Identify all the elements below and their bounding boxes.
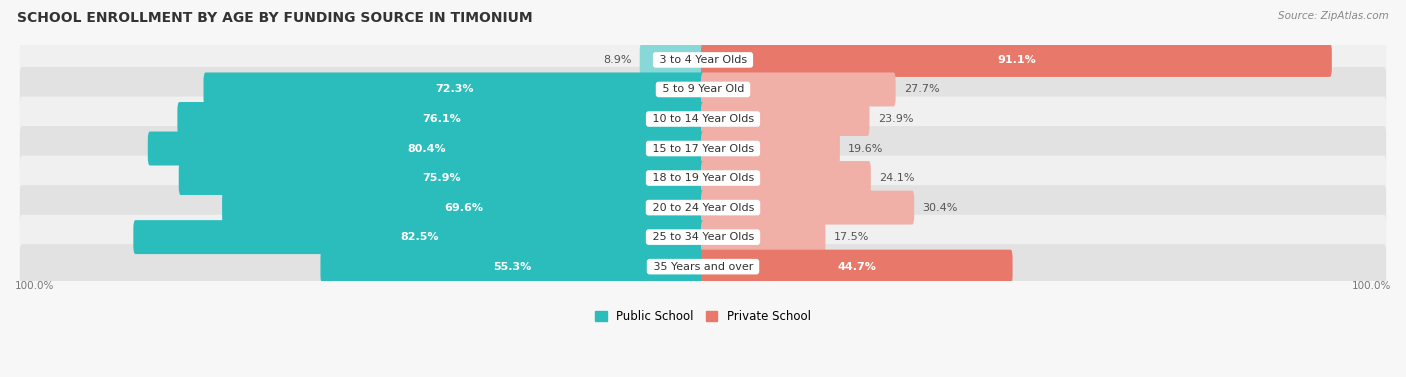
Text: 5 to 9 Year Old: 5 to 9 Year Old (658, 84, 748, 95)
FancyBboxPatch shape (204, 72, 704, 106)
FancyBboxPatch shape (20, 185, 1386, 230)
FancyBboxPatch shape (20, 67, 1386, 112)
FancyBboxPatch shape (134, 220, 704, 254)
FancyBboxPatch shape (702, 250, 1012, 284)
FancyBboxPatch shape (20, 126, 1386, 171)
Text: SCHOOL ENROLLMENT BY AGE BY FUNDING SOURCE IN TIMONIUM: SCHOOL ENROLLMENT BY AGE BY FUNDING SOUR… (17, 11, 533, 25)
Text: Source: ZipAtlas.com: Source: ZipAtlas.com (1278, 11, 1389, 21)
Legend: Public School, Private School: Public School, Private School (591, 305, 815, 328)
Text: 35 Years and over: 35 Years and over (650, 262, 756, 272)
FancyBboxPatch shape (702, 191, 914, 225)
Text: 19.6%: 19.6% (848, 144, 883, 153)
FancyBboxPatch shape (20, 37, 1386, 82)
FancyBboxPatch shape (20, 156, 1386, 201)
Text: 44.7%: 44.7% (838, 262, 876, 272)
Text: 100.0%: 100.0% (15, 281, 55, 291)
Text: 75.9%: 75.9% (423, 173, 461, 183)
Text: 24.1%: 24.1% (879, 173, 915, 183)
Text: 30.4%: 30.4% (922, 202, 957, 213)
Text: 80.4%: 80.4% (408, 144, 446, 153)
Text: 100.0%: 100.0% (1351, 281, 1391, 291)
Text: 25 to 34 Year Olds: 25 to 34 Year Olds (648, 232, 758, 242)
Text: 27.7%: 27.7% (904, 84, 939, 95)
Text: 23.9%: 23.9% (877, 114, 914, 124)
FancyBboxPatch shape (702, 72, 896, 106)
FancyBboxPatch shape (148, 132, 704, 166)
Text: 20 to 24 Year Olds: 20 to 24 Year Olds (648, 202, 758, 213)
Text: 18 to 19 Year Olds: 18 to 19 Year Olds (648, 173, 758, 183)
FancyBboxPatch shape (321, 250, 704, 284)
Text: 76.1%: 76.1% (422, 114, 461, 124)
Text: 82.5%: 82.5% (399, 232, 439, 242)
Text: 55.3%: 55.3% (494, 262, 531, 272)
Text: 72.3%: 72.3% (434, 84, 474, 95)
FancyBboxPatch shape (702, 43, 1331, 77)
FancyBboxPatch shape (179, 161, 704, 195)
Text: 3 to 4 Year Olds: 3 to 4 Year Olds (655, 55, 751, 65)
Text: 10 to 14 Year Olds: 10 to 14 Year Olds (648, 114, 758, 124)
Text: 15 to 17 Year Olds: 15 to 17 Year Olds (648, 144, 758, 153)
Text: 8.9%: 8.9% (603, 55, 631, 65)
Text: 17.5%: 17.5% (834, 232, 869, 242)
Text: 91.1%: 91.1% (997, 55, 1036, 65)
FancyBboxPatch shape (20, 97, 1386, 141)
FancyBboxPatch shape (222, 191, 704, 225)
FancyBboxPatch shape (20, 244, 1386, 289)
FancyBboxPatch shape (177, 102, 704, 136)
FancyBboxPatch shape (702, 132, 839, 166)
FancyBboxPatch shape (702, 102, 869, 136)
Text: 69.6%: 69.6% (444, 202, 484, 213)
FancyBboxPatch shape (702, 220, 825, 254)
FancyBboxPatch shape (640, 43, 704, 77)
FancyBboxPatch shape (702, 161, 870, 195)
FancyBboxPatch shape (20, 215, 1386, 260)
